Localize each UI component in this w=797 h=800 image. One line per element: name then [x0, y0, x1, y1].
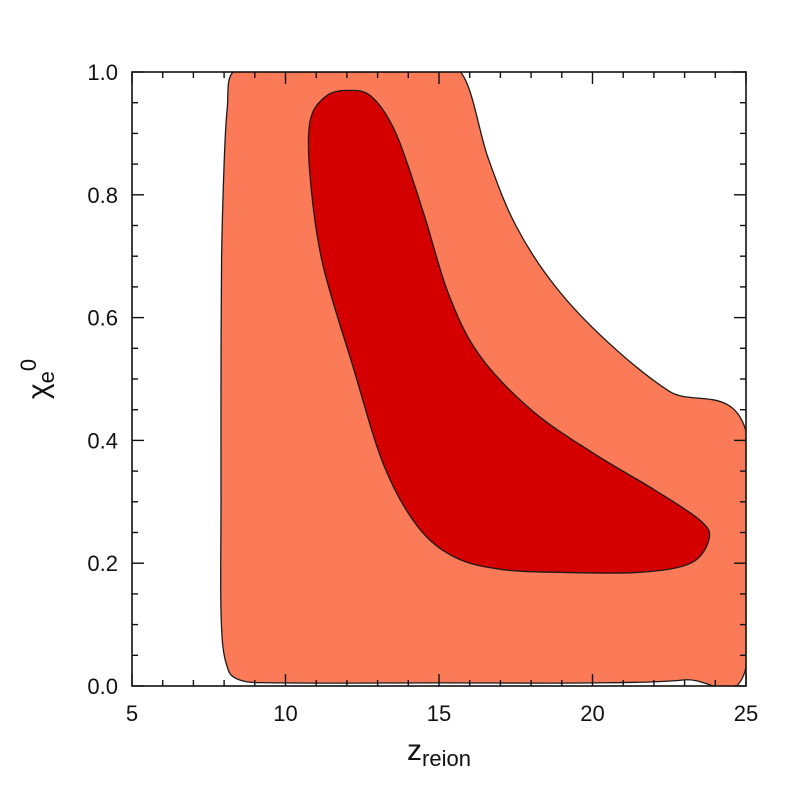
- tick-labels: 5 10 15 20 25 0.0 0.2 0.4 0.6 0.8 1.0: [87, 60, 758, 726]
- axis-ticks: [131, 71, 747, 687]
- x-tick-label: 5: [126, 701, 138, 726]
- y-tick-label: 1.0: [87, 60, 118, 85]
- y-tick-label: 0.4: [87, 428, 118, 453]
- x-tick-label: 10: [273, 701, 297, 726]
- x-tick-label: 20: [580, 701, 604, 726]
- y-tick-label: 0.6: [87, 306, 118, 331]
- x-axis-title-main: z: [407, 734, 422, 767]
- contour-regions: [220, 72, 746, 686]
- x-axis-title: zreion: [407, 734, 471, 771]
- y-tick-label: 0.2: [87, 551, 118, 576]
- y-tick-label: 0.0: [87, 674, 118, 699]
- y-axis-title: χe0: [16, 359, 59, 399]
- y-tick-label: 0.8: [87, 183, 118, 208]
- x-tick-label: 25: [734, 701, 758, 726]
- y-axis-title-main: χ: [22, 383, 55, 399]
- x-tick-label: 15: [427, 701, 451, 726]
- x-axis-title-subscript: reion: [422, 746, 471, 771]
- y-axis-title-subscript: e: [34, 371, 59, 383]
- contour-region-inner: [307, 89, 711, 574]
- y-axis-title-superscript: 0: [16, 359, 41, 371]
